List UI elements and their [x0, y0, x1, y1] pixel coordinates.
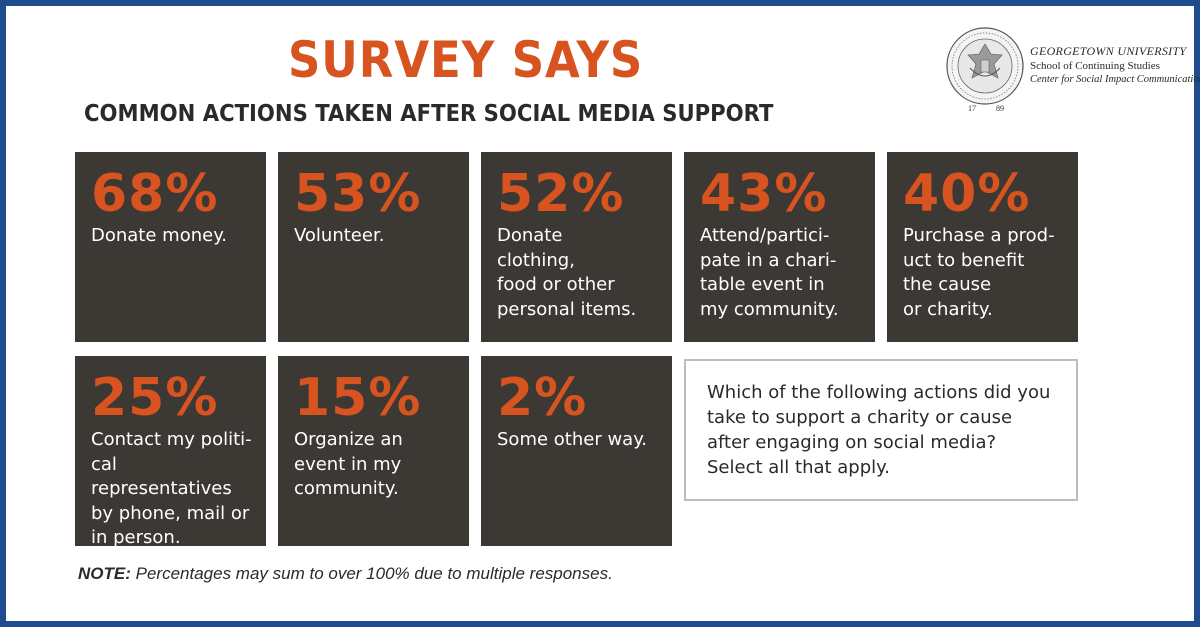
seal-year-left: 17 — [968, 104, 976, 113]
footnote: NOTE: Percentages may sum to over 100% d… — [78, 564, 613, 584]
stat-percentage: 15% — [294, 368, 422, 428]
stat-card: 15% Organize an event in my community. — [278, 356, 469, 546]
stat-percentage: 2% — [497, 368, 588, 428]
stat-label: Contact my politi- cal representatives b… — [91, 429, 252, 546]
survey-question: Which of the following actions did you t… — [684, 359, 1078, 501]
footnote-text: Percentages may sum to over 100% due to … — [130, 564, 613, 583]
stat-percentage: 40% — [903, 164, 1031, 224]
stat-card: 43% Attend/partici- pate in a chari- tabl… — [684, 152, 875, 342]
stat-label: Donate clothing, food or other personal … — [497, 225, 637, 320]
logo-university-name: GEORGETOWN UNIVERSITY — [1030, 44, 1187, 58]
university-seal-icon — [946, 27, 1024, 105]
stat-percentage: 25% — [91, 368, 219, 428]
stat-percentage: 53% — [294, 164, 422, 224]
stat-card: 25% Contact my politi- cal representative… — [75, 356, 266, 546]
stat-card: 52% Donate clothing, food or other person… — [481, 152, 672, 342]
stat-label: Attend/partici- pate in a chari- table e… — [700, 225, 839, 320]
stat-percentage: 43% — [700, 164, 828, 224]
footnote-lead: NOTE: — [78, 564, 131, 583]
logo-text: GEORGETOWN UNIVERSITY School of Continui… — [1030, 44, 1200, 87]
stat-label: Purchase a prod- uct to benefit the caus… — [903, 225, 1055, 320]
stat-percentage: 68% — [91, 164, 219, 224]
stat-label: Organize an event in my community. — [294, 429, 403, 499]
logo-school-name: School of Continuing Studies — [1030, 60, 1160, 72]
stat-card: 68% Donate money. — [75, 152, 266, 342]
stat-card: 53% Volunteer. — [278, 152, 469, 342]
logo-center-name: Center for Social Impact Communication — [1030, 74, 1200, 85]
stat-label: Donate money. — [91, 225, 228, 246]
stat-label: Volunteer. — [294, 225, 385, 246]
stat-card: 40% Purchase a prod- uct to benefit the c… — [887, 152, 1078, 342]
stat-card: 2% Some other way. — [481, 356, 672, 546]
page-title: SURVEY SAYS — [288, 31, 644, 89]
georgetown-logo: 17 89 GEORGETOWN UNIVERSITY School of Co… — [944, 24, 1200, 120]
stat-percentage: 52% — [497, 164, 625, 224]
page-subtitle: COMMON ACTIONS TAKEN AFTER SOCIAL MEDIA … — [84, 101, 774, 127]
stat-label: Some other way. — [497, 429, 648, 450]
seal-year-right: 89 — [996, 104, 1004, 113]
